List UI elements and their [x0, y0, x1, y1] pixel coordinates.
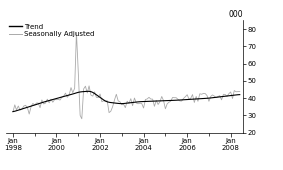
Text: 000: 000	[229, 10, 243, 19]
Legend: Trend, Seasonally Adjusted: Trend, Seasonally Adjusted	[9, 24, 95, 37]
